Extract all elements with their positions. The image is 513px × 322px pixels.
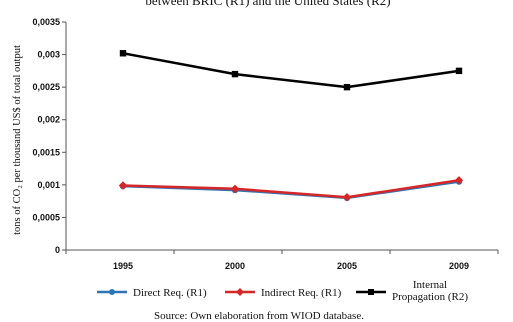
chart-title: between BRIC (R1) and the United States … xyxy=(145,0,390,8)
x-tick-label: 2005 xyxy=(337,261,357,271)
x-tick-label: 2009 xyxy=(449,261,469,271)
y-tick-label: 0,0025 xyxy=(32,82,60,92)
legend: Direct Req. (R1) Indirect Req. (R1) Intern… xyxy=(97,279,468,303)
data-point xyxy=(455,67,463,75)
y-tick-label: 0,0015 xyxy=(32,147,60,157)
x-tick-label: 2000 xyxy=(225,261,245,271)
data-point xyxy=(118,181,128,190)
x-tick-label: 1995 xyxy=(113,261,133,271)
y-axis-title: tons of CO₂ per thousand US$ of total ou… xyxy=(12,45,23,235)
legend-label: Indirect Req. (R1) xyxy=(261,287,342,299)
data-point xyxy=(231,70,239,78)
y-axis-ticks: 0 0,0005 0,001 0,0015 0,002 0,0025 0,003 0,0035 xyxy=(32,17,66,255)
legend-item-3: Internal Propagation (R2) xyxy=(356,279,468,303)
y-tick-label: 0,0005 xyxy=(32,212,60,222)
y-tick-label: 0 xyxy=(55,245,60,255)
data-point xyxy=(343,83,351,91)
y-tick-label: 0,001 xyxy=(37,180,60,190)
legend-swatch-marker xyxy=(368,289,374,295)
data-point xyxy=(342,193,352,202)
y-tick-label: 0,003 xyxy=(37,50,60,60)
x-axis-ticks: 1995 2000 2005 2009 xyxy=(65,250,499,271)
legend-swatch-marker xyxy=(109,289,115,295)
y-tick-label: 0,0035 xyxy=(32,17,60,27)
series-line xyxy=(122,179,460,199)
series-3 xyxy=(119,50,463,91)
series-2 xyxy=(118,176,464,202)
axes xyxy=(65,22,498,251)
legend-swatch-marker xyxy=(236,288,244,296)
series-line xyxy=(122,52,460,89)
series-1 xyxy=(119,178,463,202)
legend-label: Direct Req. (R1) xyxy=(133,287,207,299)
y-tick-label: 0,002 xyxy=(37,115,60,125)
source-note: Source: Own elaboration from WIOD databa… xyxy=(154,310,364,322)
data-point xyxy=(454,176,464,185)
data-point xyxy=(119,50,127,57)
data-point xyxy=(230,184,240,193)
legend-item-1: Direct Req. (R1) xyxy=(97,287,207,299)
series-line xyxy=(122,180,460,200)
legend-item-2: Indirect Req. (R1) xyxy=(225,287,342,299)
series-layer xyxy=(118,50,464,202)
legend-label: Internal Propagation (R2) xyxy=(392,279,468,303)
